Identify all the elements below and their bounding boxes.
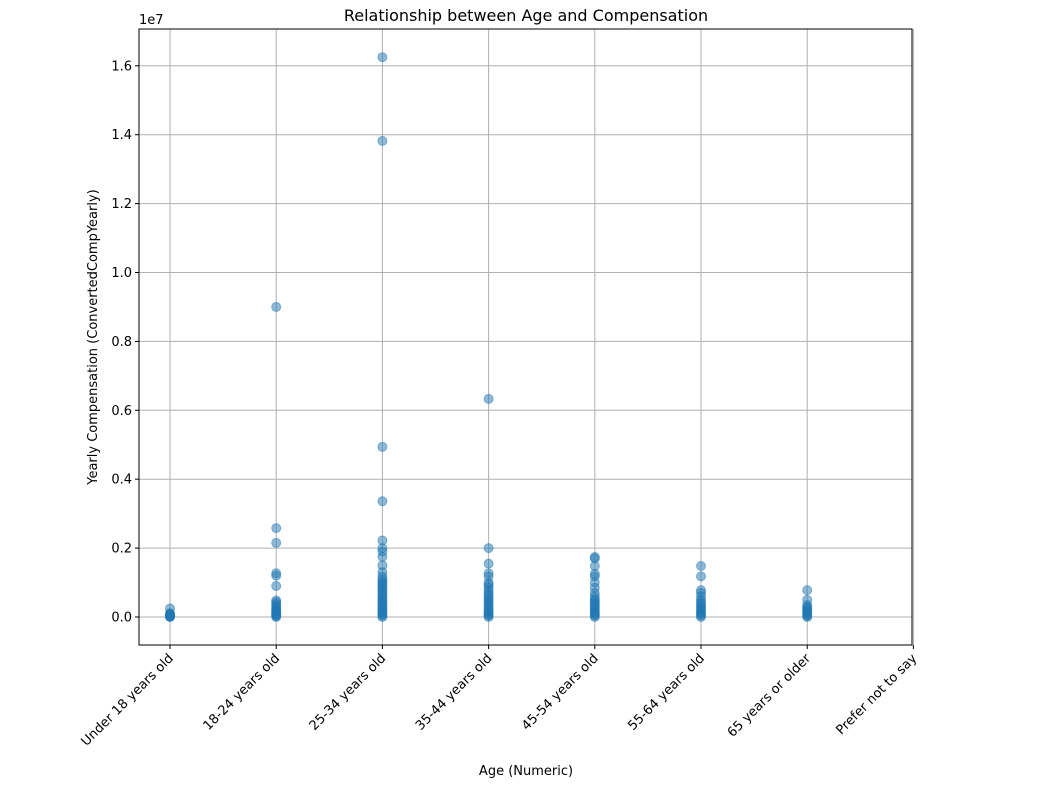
y-axis-offset-label: 1e7	[139, 13, 164, 28]
y-tick-label: 1.2	[111, 197, 132, 212]
data-point	[271, 523, 282, 534]
y-tick-label: 0.4	[111, 473, 132, 488]
y-tick-label: 0.0	[111, 611, 132, 626]
data-point	[271, 580, 282, 591]
plot-frame	[138, 28, 913, 646]
data-point	[483, 393, 494, 404]
data-point	[696, 585, 706, 596]
y-tick-label: 1.4	[111, 128, 132, 143]
data-point	[696, 571, 706, 582]
chart-title: Relationship between Age and Compensatio…	[344, 6, 708, 25]
data-point	[377, 496, 388, 507]
data-point	[377, 535, 388, 546]
data-point	[802, 594, 813, 605]
data-point	[377, 441, 388, 452]
y-tick-label: 0.8	[111, 335, 132, 350]
y-tick-label: 0.2	[111, 542, 132, 557]
y-tick-label: 1.0	[111, 266, 132, 281]
data-point	[483, 568, 494, 579]
data-point	[165, 603, 175, 614]
data-point	[377, 135, 388, 146]
y-tick-label: 0.6	[111, 404, 132, 419]
data-point	[377, 560, 388, 571]
data-point	[377, 52, 388, 63]
data-point	[483, 558, 494, 569]
data-point	[696, 561, 706, 572]
data-point	[802, 585, 813, 596]
data-point	[271, 595, 282, 606]
points-layer	[165, 52, 813, 622]
grid-layer	[139, 29, 914, 645]
data-point	[589, 552, 600, 563]
data-point	[483, 543, 494, 554]
y-axis-label: Yearly Compensation (ConvertedCompYearly…	[86, 189, 101, 486]
x-axis-label: Age (Numeric)	[479, 764, 573, 779]
data-point	[271, 301, 282, 312]
data-point	[271, 568, 282, 579]
data-point	[271, 537, 282, 548]
y-tick-label: 1.6	[111, 59, 132, 74]
